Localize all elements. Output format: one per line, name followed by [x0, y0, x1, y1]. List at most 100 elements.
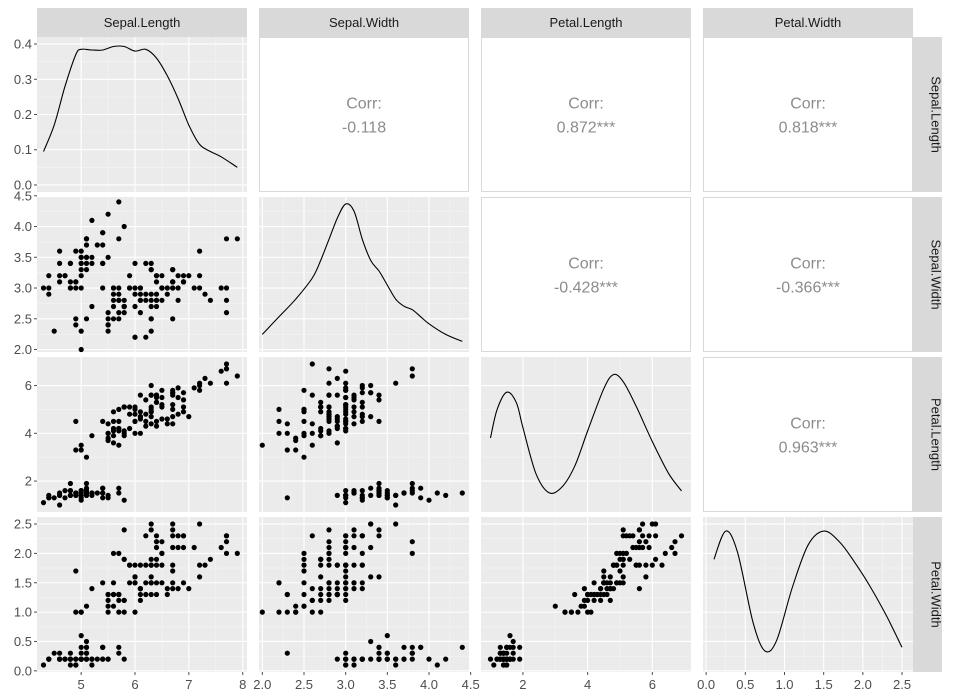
correlation-label: Corr:: [346, 96, 382, 113]
scatter-point: [148, 580, 154, 586]
scatter-point: [143, 533, 149, 539]
scatter-point: [318, 562, 324, 568]
scatter-point: [159, 580, 165, 586]
scatter-point: [83, 260, 90, 266]
scatter-point: [132, 418, 138, 424]
panel-petal-length-vs-sepal-length: [37, 357, 247, 512]
scatter-point: [343, 544, 349, 551]
scatter-point: [110, 603, 117, 609]
scatter-point: [409, 550, 415, 557]
scatter-point: [343, 411, 349, 417]
scatter-point: [153, 273, 160, 279]
scatter-point: [343, 597, 349, 604]
scatter-point: [640, 521, 646, 527]
panel-petal-length-vs-petal-width: Corr: 0.963***: [703, 357, 913, 512]
row-strip-petal-width: [913, 517, 942, 672]
scatter-point: [309, 442, 315, 448]
x-tick-label: 2.0: [253, 677, 271, 692]
scatter-point: [170, 562, 176, 568]
scatter-point: [368, 492, 374, 498]
scatter-point: [601, 580, 607, 586]
scatter-point: [164, 416, 170, 422]
correlation-label: Corr:: [568, 96, 604, 113]
scatter-point: [351, 527, 357, 533]
scatter-point: [276, 430, 282, 436]
row-strip-petal-length: [913, 357, 942, 512]
scatter-point: [636, 544, 643, 551]
scatter-point: [121, 527, 127, 533]
correlation-value: -0.366***: [776, 280, 840, 297]
x-tick-label: 3.0: [337, 677, 355, 692]
scatter-point: [368, 485, 374, 491]
scatter-point: [318, 556, 324, 562]
scatter-point: [89, 254, 95, 260]
scatter-point: [197, 285, 203, 291]
scatter-point: [334, 418, 340, 424]
scatter-point: [376, 480, 382, 487]
x-tick-label: 4.0: [420, 677, 438, 692]
scatter-point: [318, 409, 324, 415]
scatter-point: [218, 368, 224, 374]
x-tick-label: 6: [131, 677, 138, 692]
scatter-point: [121, 310, 127, 316]
scatter-point: [132, 291, 138, 297]
scatter-point: [601, 574, 607, 580]
scatter-point: [418, 644, 424, 650]
scatter-point: [620, 562, 626, 568]
scatter-point: [376, 490, 382, 496]
scatter-point: [100, 260, 106, 266]
scatter-point: [343, 662, 349, 668]
scatter-point: [83, 638, 90, 645]
scatter-point: [409, 656, 415, 662]
scatter-point: [105, 597, 111, 604]
scatter-point: [73, 492, 79, 498]
scatter-point: [127, 562, 133, 568]
scatter-point: [153, 418, 160, 424]
scatter-point: [588, 609, 594, 615]
scatter-point: [633, 562, 639, 568]
scatter-point: [409, 366, 415, 372]
scatter-point: [197, 562, 203, 568]
scatter-point: [89, 260, 95, 266]
scatter-point: [301, 550, 307, 557]
scatter-point: [607, 597, 613, 604]
scatter-point: [218, 285, 224, 291]
scatter-point: [207, 297, 213, 303]
scatter-point: [359, 580, 365, 586]
scatter-point: [83, 236, 90, 242]
scatter-point: [653, 556, 659, 562]
scatter-point: [116, 597, 122, 604]
scatter-point: [343, 416, 349, 422]
scatter-point: [409, 539, 415, 545]
scatter-point: [67, 279, 73, 285]
scatter-point: [197, 387, 203, 393]
scatter-point: [409, 480, 415, 487]
scatter-point: [234, 550, 240, 557]
scatter-point: [153, 580, 160, 586]
scatter-point: [368, 414, 374, 420]
scatter-point: [110, 316, 117, 322]
scatter-point: [197, 273, 203, 279]
scatter-point: [100, 285, 106, 291]
correlation-value: 0.818***: [779, 120, 838, 137]
scatter-point: [326, 380, 332, 386]
scatter-point: [284, 421, 290, 427]
x-tick-label: 3.5: [378, 677, 396, 692]
scatter-point: [78, 650, 84, 656]
scatter-point: [610, 586, 617, 592]
scatter-point: [51, 495, 57, 501]
scatter-point: [588, 591, 594, 598]
scatter-point: [351, 533, 357, 539]
scatter-point: [309, 597, 315, 604]
scatter-point: [78, 267, 84, 273]
scatter-point: [78, 656, 84, 662]
scatter-point: [121, 656, 127, 662]
scatter-point: [343, 591, 349, 598]
scatter-point: [170, 285, 176, 291]
scatter-point: [110, 303, 117, 310]
row-strip-sepal-width: [913, 197, 942, 352]
scatter-point: [170, 267, 176, 273]
scatter-point: [301, 556, 307, 562]
scatter-point: [159, 402, 165, 408]
x-tick-label: 4: [584, 677, 591, 692]
